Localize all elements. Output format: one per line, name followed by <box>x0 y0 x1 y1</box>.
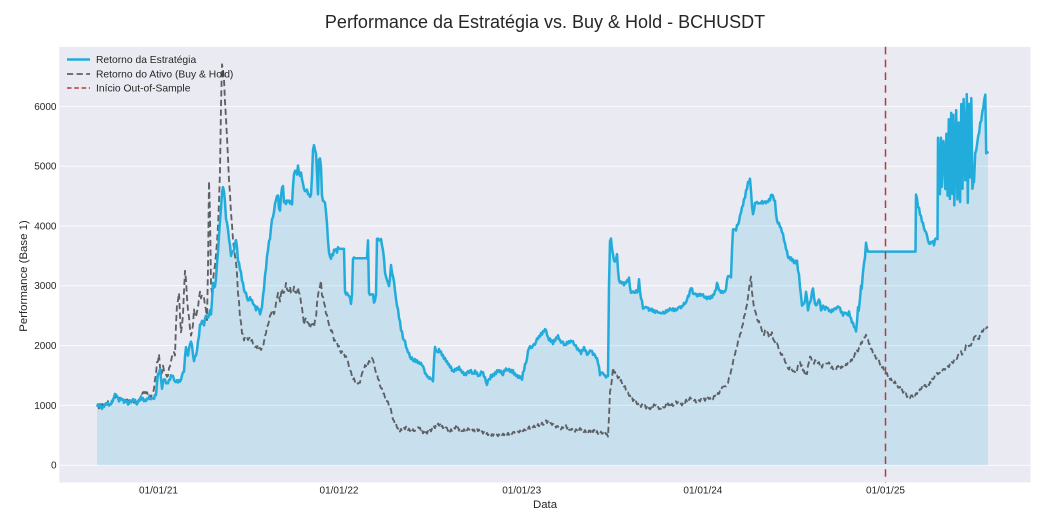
svg-text:5000: 5000 <box>34 162 57 173</box>
svg-text:Retorno do Ativo (Buy & Hold): Retorno do Ativo (Buy & Hold) <box>96 70 233 81</box>
svg-text:01/01/25: 01/01/25 <box>866 486 905 497</box>
svg-text:01/01/22: 01/01/22 <box>320 486 359 497</box>
svg-text:6000: 6000 <box>34 102 57 113</box>
svg-text:2000: 2000 <box>34 341 57 352</box>
svg-text:Performance da Estratégia vs.: Performance da Estratégia vs. Buy & Hold… <box>325 12 765 32</box>
svg-text:01/01/21: 01/01/21 <box>139 486 178 497</box>
svg-text:1000: 1000 <box>34 401 57 412</box>
svg-text:3000: 3000 <box>34 281 57 292</box>
svg-text:01/01/23: 01/01/23 <box>502 486 541 497</box>
svg-text:01/01/24: 01/01/24 <box>683 486 722 497</box>
svg-text:Performance (Base 1): Performance (Base 1) <box>18 220 30 332</box>
svg-text:Data: Data <box>533 499 558 511</box>
svg-text:Retorno da Estratégia: Retorno da Estratégia <box>96 55 196 66</box>
svg-text:0: 0 <box>51 461 57 472</box>
svg-text:Início Out-of-Sample: Início Out-of-Sample <box>96 84 191 95</box>
svg-text:4000: 4000 <box>34 221 57 232</box>
